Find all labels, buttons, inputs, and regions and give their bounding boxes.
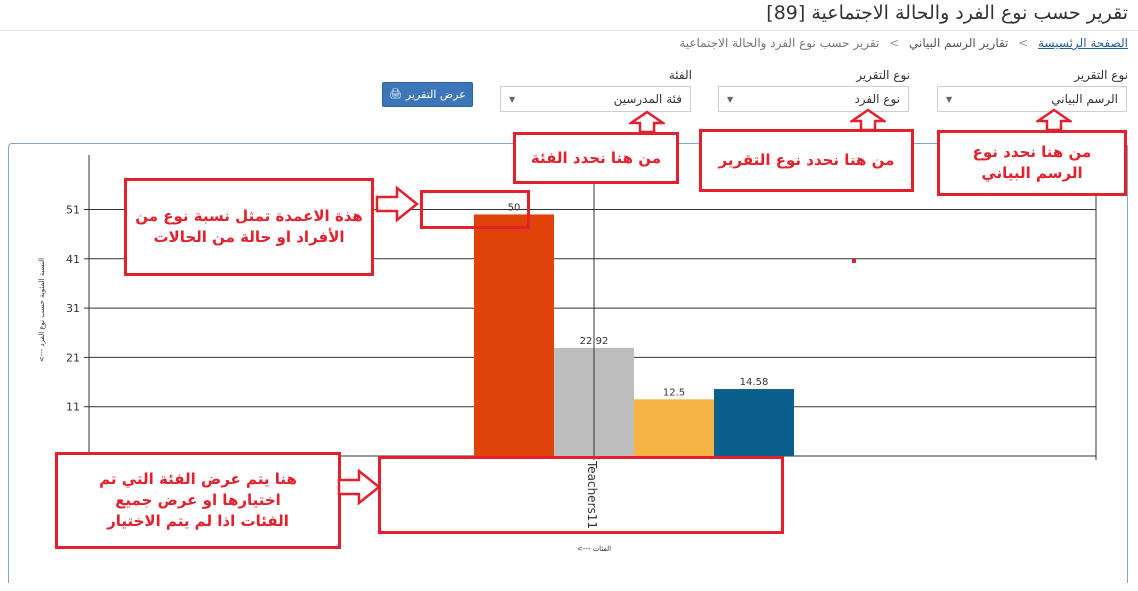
bars-annotation: هذة الاعمدة تمثل نسبة نوع من الأفراد او … [124, 178, 374, 276]
show-report-button[interactable]: عرض التقرير 🖨 [382, 82, 473, 107]
breadcrumb-chart-reports-link[interactable]: تقارير الرسم البياني [909, 36, 1009, 50]
y-tick-label: 11 [66, 401, 80, 414]
report-type-select[interactable]: نوع الفرد ▼ [718, 86, 909, 112]
report-type-annotation: من هنا نحدد نوع التقرير [699, 129, 914, 192]
printer-icon: 🖨 [389, 89, 402, 100]
arrow-up-icon [1036, 108, 1072, 132]
category-label: الفئة [668, 68, 692, 82]
chevron-down-icon: ▼ [509, 94, 516, 104]
chart-type-annotation: من هنا نحدد نوع الرسم البياني [937, 130, 1127, 196]
page-title: تقرير حسب نوع الفرد والحالة الاجتماعية [… [766, 2, 1128, 24]
category-display-annotation: هنا يتم عرض الفئة التي تم اختيارها او عر… [55, 452, 341, 549]
category-display-annotation-text: هنا يتم عرض الفئة التي تم اختيارها او عر… [99, 470, 297, 530]
report-type-annotation-text: من هنا نحدد نوع التقرير [718, 151, 895, 169]
red-dot-marker [852, 259, 856, 263]
bar-value-label: 14.58 [740, 377, 769, 388]
bar-series-4 [714, 389, 794, 456]
bar-value-highlight-box [420, 190, 530, 229]
report-type-select-value: نوع الفرد [854, 92, 900, 106]
arrow-right-icon [375, 186, 419, 222]
bar-series-1 [474, 214, 554, 456]
bar-series-3 [634, 399, 714, 456]
category-tick-label: Teachers11 [585, 460, 599, 529]
category-annotation: من هنا نحدد الفئة [513, 132, 679, 184]
arrow-up-icon [629, 110, 665, 134]
title-divider [0, 30, 1138, 31]
y-tick-label: 41 [66, 253, 80, 266]
y-tick-label: 21 [66, 351, 80, 364]
show-report-label: عرض التقرير [405, 88, 466, 101]
arrow-right-icon [337, 469, 381, 505]
chart-type-select-value: الرسم البياني [1051, 92, 1118, 106]
report-type-label-1: نوع التقرير [1074, 68, 1128, 82]
y-tick-label: 31 [66, 302, 80, 315]
y-tick-label: 51 [66, 204, 80, 217]
bar-value-label: 12.5 [663, 387, 685, 398]
x-axis-label: <--- الفئات [577, 545, 611, 553]
category-select[interactable]: فئة المدرسين ▼ [500, 86, 691, 112]
y-axis-label: <--- النسبة المئوية حسب نوع الفرد [38, 258, 46, 362]
chart-type-select[interactable]: الرسم البياني ▼ [937, 86, 1127, 112]
category-annotation-text: من هنا نحدد الفئة [530, 148, 662, 167]
breadcrumb-home-link[interactable]: الصفحة الرئسيسة [1038, 36, 1128, 50]
chevron-down-icon: ▼ [727, 94, 734, 104]
category-select-value: فئة المدرسين [613, 92, 682, 106]
breadcrumb-separator: > [1018, 36, 1029, 50]
report-type-label-2: نوع التقرير [856, 68, 910, 82]
arrow-up-icon [850, 108, 886, 132]
chevron-down-icon: ▼ [946, 94, 953, 104]
bars-annotation-text: هذة الاعمدة تمثل نسبة نوع من الأفراد او … [135, 207, 363, 246]
breadcrumb-current: تقرير حسب نوع الفرد والحالة الاجتماعية [679, 36, 880, 50]
category-highlight-box [378, 456, 784, 534]
breadcrumb-separator: > [889, 36, 900, 50]
bar-value-label: 50 [508, 202, 521, 213]
chart-type-annotation-text: من هنا نحدد نوع الرسم البياني [972, 143, 1092, 182]
breadcrumb: الصفحة الرئسيسة > تقارير الرسم البياني >… [679, 36, 1128, 50]
